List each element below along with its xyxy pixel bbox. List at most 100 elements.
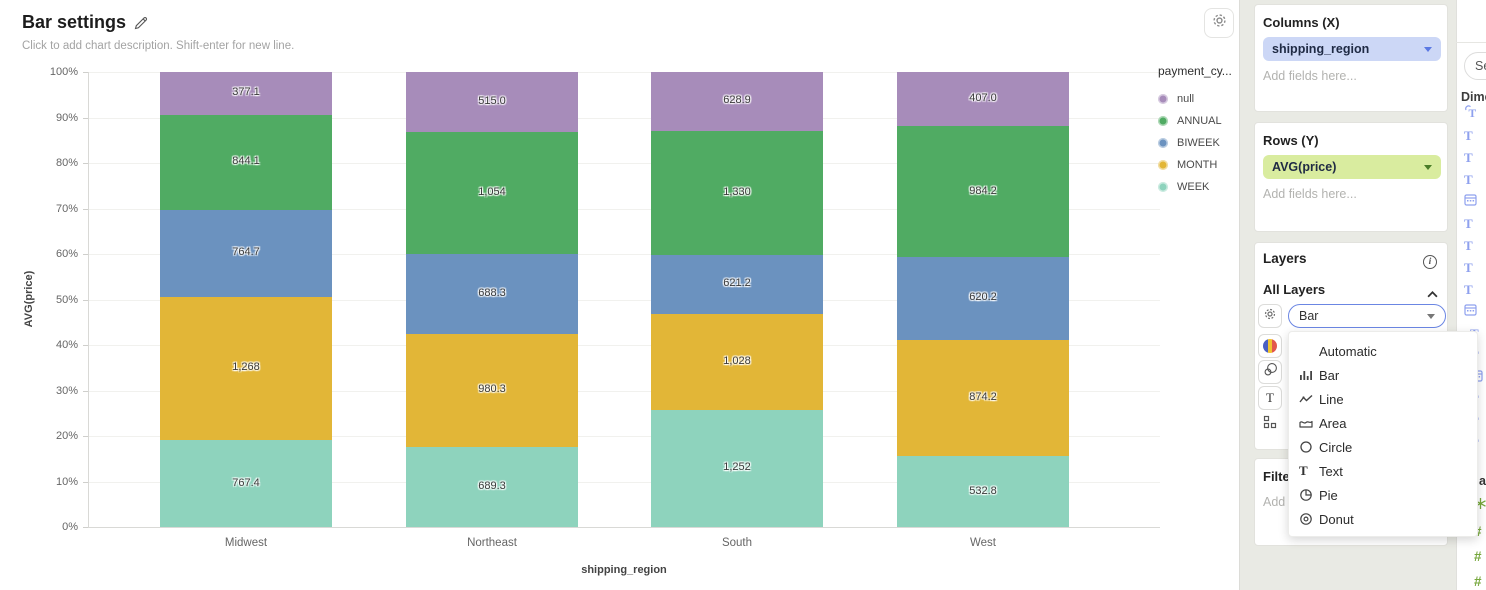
stacked-bar-plot: 0% 10% 20% 30% 40% 50% 60% 70% 80% 90% 100% AVG(pri…	[23, 66, 1160, 576]
mark-menu-item-line[interactable]: Line	[1289, 387, 1477, 411]
gridline	[88, 299, 1160, 301]
bar-segment[interactable]: 874.2	[897, 339, 1069, 457]
chevron-down-icon	[1427, 313, 1435, 319]
edit-pencil-icon[interactable]	[133, 15, 149, 36]
bar-segment[interactable]: 980.3	[406, 333, 578, 448]
field-list-item[interactable]: T	[1464, 216, 1484, 232]
bar-segment[interactable]: 1,268	[160, 296, 332, 441]
field-list-item[interactable]: T	[1464, 172, 1484, 188]
bar-segment[interactable]: 621.2	[651, 255, 823, 314]
bar-segment[interactable]: 984.2	[897, 126, 1069, 258]
chart-settings-button[interactable]	[1204, 8, 1234, 38]
bubbles-button[interactable]	[1258, 360, 1282, 384]
mark-menu-item-donut[interactable]: Donut	[1289, 507, 1477, 531]
gear-icon	[1263, 307, 1277, 326]
chart-description-placeholder[interactable]: Click to add chart description. Shift-en…	[22, 40, 295, 52]
org-grid-button[interactable]	[1258, 412, 1282, 436]
gridline	[88, 345, 1160, 346]
info-icon[interactable]: i	[1423, 251, 1437, 269]
legend-title: payment_cy...	[1158, 64, 1232, 78]
bar-segment-label: 764.7	[232, 246, 260, 259]
bar-segment[interactable]: 628.9	[651, 72, 823, 131]
bar-segment-label: 980.3	[478, 383, 506, 396]
mark-menu-item-text[interactable]: T Text	[1289, 459, 1477, 483]
columns-add-fields-placeholder[interactable]: Add fields here...	[1263, 69, 1357, 83]
bar-segment[interactable]: 844.1	[160, 114, 332, 211]
mark-menu-item-bar[interactable]: Bar	[1289, 363, 1477, 387]
x-tick-label: West	[970, 537, 996, 549]
field-list-item[interactable]: #	[1474, 574, 1486, 590]
circle-mark-icon	[1299, 440, 1319, 454]
bar-segment[interactable]: 1,028	[651, 313, 823, 410]
field-list-item[interactable]: T	[1464, 104, 1484, 124]
bar-segment[interactable]: 767.4	[160, 440, 332, 527]
mark-menu-item-label: Line	[1319, 391, 1344, 407]
columns-field-pill[interactable]: shipping_region	[1263, 37, 1441, 61]
bar-segment-label: 532.8	[969, 484, 997, 497]
date-field-icon	[1464, 303, 1477, 321]
legend-item[interactable]: WEEK	[1158, 176, 1232, 198]
mark-menu-item-pie[interactable]: Pie	[1289, 483, 1477, 507]
legend-dot-icon	[1158, 116, 1168, 126]
bar-segment-label: 620.2	[969, 291, 997, 304]
section-label-fragment: a	[1479, 474, 1486, 488]
bar-segment[interactable]: 689.3	[406, 447, 578, 527]
y-tick-label: 30%	[55, 384, 78, 397]
field-list-item[interactable]: T	[1464, 260, 1484, 276]
layer-settings-button[interactable]	[1258, 304, 1282, 328]
mark-menu-item-label: Pie	[1319, 487, 1338, 503]
legend-item-label: WEEK	[1177, 181, 1210, 193]
field-list-item[interactable]: T	[1464, 282, 1484, 298]
text-field-icon: T	[1464, 216, 1473, 231]
y-axis-line	[88, 72, 89, 527]
mark-menu-item-circle[interactable]: Circle	[1289, 435, 1477, 459]
rows-field-pill[interactable]: AVG(price)	[1263, 155, 1441, 179]
bar-segment[interactable]: 515.0	[406, 72, 578, 132]
search-placeholder: Search	[1475, 59, 1486, 73]
bar-segment[interactable]: 1,252	[651, 409, 823, 527]
chevron-up-icon[interactable]	[1427, 285, 1438, 303]
columns-field-pill-label: shipping_region	[1272, 42, 1370, 56]
bar-segment-label: 874.2	[969, 390, 997, 403]
legend-item-label: BIWEEK	[1177, 137, 1220, 149]
y-axis-title: AVG(price)	[23, 270, 35, 328]
bar-segment[interactable]: 532.8	[897, 456, 1069, 527]
field-list-item[interactable]: T	[1464, 128, 1484, 144]
bar-segment-label: 689.3	[478, 480, 506, 493]
field-list-item[interactable]: T	[1464, 150, 1484, 166]
rows-add-fields-placeholder[interactable]: Add fields here...	[1263, 187, 1357, 201]
mark-menu-item-label: Automatic	[1319, 343, 1377, 359]
bar-segment-label: 621.2	[723, 277, 751, 290]
color-palette-button[interactable]	[1258, 334, 1282, 358]
field-list-item[interactable]: T	[1464, 238, 1484, 254]
legend-item[interactable]: MONTH	[1158, 154, 1232, 176]
bar-segment[interactable]: 620.2	[897, 257, 1069, 340]
bar-segment-label: 984.2	[969, 184, 997, 197]
page-title[interactable]: Bar settings	[22, 12, 127, 32]
bar-segment[interactable]: 1,330	[651, 130, 823, 256]
legend-item[interactable]: ANNUAL	[1158, 110, 1232, 132]
mark-menu-item-automatic[interactable]: Automatic	[1289, 339, 1477, 363]
mark-type-select[interactable]: Bar	[1288, 304, 1446, 328]
field-list-item[interactable]: #	[1474, 549, 1486, 565]
text-style-button[interactable]: T	[1258, 386, 1282, 410]
bar-segment[interactable]: 1,054	[406, 131, 578, 254]
bar-segment-label: 844.1	[232, 155, 260, 168]
y-tick-label: 60%	[55, 248, 78, 260]
search-input[interactable]: Search	[1464, 52, 1486, 80]
all-layers-label: All Layers	[1263, 282, 1326, 297]
field-list-item[interactable]	[1464, 194, 1484, 210]
legend-item[interactable]: null	[1158, 88, 1232, 110]
bar-segment-label: 1,252	[723, 461, 751, 474]
x-tick-label: Midwest	[224, 537, 268, 549]
mark-menu-item-area[interactable]: Area	[1289, 411, 1477, 435]
special-text-field-icon: T	[1464, 104, 1480, 124]
bar-segment[interactable]: 407.0	[897, 72, 1069, 127]
bar-segment[interactable]: 377.1	[160, 72, 332, 115]
text-field-icon: T	[1464, 172, 1473, 187]
bar-segment[interactable]: 764.7	[160, 210, 332, 297]
bar-segment[interactable]: 688.3	[406, 253, 578, 334]
field-list-item[interactable]	[1464, 304, 1484, 320]
legend-item[interactable]: BIWEEK	[1158, 132, 1232, 154]
